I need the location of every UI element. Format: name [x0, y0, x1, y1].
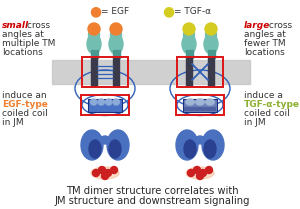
- Bar: [208, 50, 214, 58]
- Circle shape: [110, 23, 122, 35]
- Text: ●: ●: [162, 4, 174, 18]
- Circle shape: [88, 23, 100, 35]
- Ellipse shape: [109, 34, 123, 54]
- Circle shape: [183, 23, 195, 35]
- Text: TGF-α-type: TGF-α-type: [244, 100, 300, 109]
- Circle shape: [194, 167, 200, 173]
- Bar: [81, 95, 129, 115]
- Ellipse shape: [106, 99, 112, 105]
- Text: induce an: induce an: [2, 91, 46, 100]
- Ellipse shape: [98, 99, 104, 105]
- Text: fewer TM: fewer TM: [244, 39, 286, 48]
- Ellipse shape: [81, 130, 103, 160]
- Ellipse shape: [100, 136, 110, 144]
- Bar: [112, 50, 119, 58]
- Circle shape: [92, 169, 100, 176]
- Text: in JM: in JM: [244, 118, 266, 127]
- Ellipse shape: [182, 34, 196, 54]
- Text: cross: cross: [24, 21, 50, 30]
- Ellipse shape: [184, 140, 196, 158]
- Bar: [88, 98, 122, 111]
- Ellipse shape: [195, 136, 205, 144]
- Ellipse shape: [109, 140, 121, 158]
- Bar: [82, 57, 128, 87]
- Ellipse shape: [107, 130, 129, 160]
- Ellipse shape: [206, 99, 214, 105]
- Ellipse shape: [196, 99, 204, 105]
- Ellipse shape: [184, 28, 194, 42]
- Text: coiled coil: coiled coil: [244, 109, 290, 118]
- Text: small: small: [2, 21, 29, 30]
- Ellipse shape: [113, 99, 119, 105]
- Bar: [89, 107, 121, 111]
- Text: large: large: [244, 21, 270, 30]
- Bar: [91, 58, 97, 86]
- Text: angles at: angles at: [2, 30, 44, 39]
- Ellipse shape: [204, 34, 218, 54]
- Circle shape: [200, 169, 206, 176]
- Text: coiled coil: coiled coil: [2, 109, 48, 118]
- Text: locations: locations: [244, 48, 285, 57]
- Ellipse shape: [206, 28, 217, 42]
- Bar: [183, 98, 217, 111]
- Bar: [177, 57, 223, 87]
- Bar: [208, 58, 214, 86]
- Ellipse shape: [204, 140, 216, 158]
- Circle shape: [196, 172, 203, 180]
- Ellipse shape: [186, 167, 214, 179]
- Circle shape: [98, 167, 106, 173]
- Bar: [186, 58, 192, 86]
- Bar: [52, 60, 250, 84]
- Text: cross: cross: [266, 21, 292, 30]
- Ellipse shape: [88, 28, 100, 42]
- Text: JM structure and downstream signaling: JM structure and downstream signaling: [54, 196, 250, 206]
- Ellipse shape: [176, 130, 198, 160]
- Ellipse shape: [91, 167, 119, 179]
- Bar: [91, 50, 98, 58]
- Circle shape: [206, 167, 212, 173]
- Text: angles at: angles at: [244, 30, 286, 39]
- Text: induce a: induce a: [244, 91, 283, 100]
- Circle shape: [188, 169, 194, 176]
- Ellipse shape: [186, 99, 194, 105]
- Text: = TGF-α: = TGF-α: [174, 6, 211, 15]
- Text: locations: locations: [2, 48, 43, 57]
- Circle shape: [110, 167, 118, 173]
- Bar: [185, 50, 193, 58]
- Bar: [184, 107, 216, 111]
- Bar: [113, 58, 119, 86]
- Ellipse shape: [202, 130, 224, 160]
- Ellipse shape: [87, 34, 101, 54]
- Text: TM dimer structure correlates with: TM dimer structure correlates with: [66, 186, 238, 196]
- Ellipse shape: [89, 140, 101, 158]
- Ellipse shape: [91, 99, 97, 105]
- Bar: [176, 95, 224, 115]
- Circle shape: [104, 169, 112, 176]
- Text: = EGF: = EGF: [101, 6, 129, 15]
- Text: in JM: in JM: [2, 118, 24, 127]
- Ellipse shape: [110, 28, 122, 42]
- Circle shape: [101, 172, 109, 180]
- Circle shape: [205, 23, 217, 35]
- Text: ●: ●: [89, 4, 101, 18]
- Text: multiple TM: multiple TM: [2, 39, 56, 48]
- Text: EGF-type: EGF-type: [2, 100, 48, 109]
